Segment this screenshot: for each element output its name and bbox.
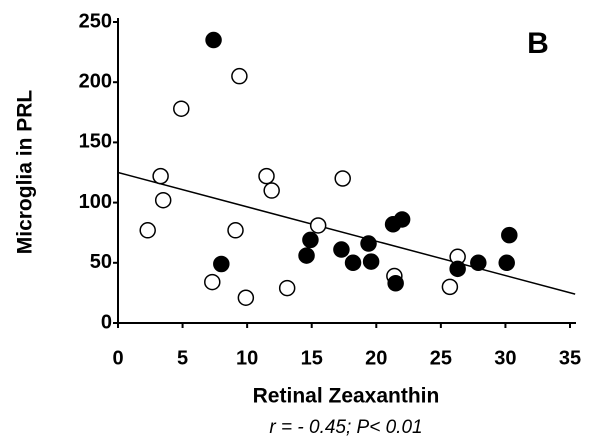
point [152, 167, 169, 185]
point [501, 226, 518, 244]
x-tick-label: 35 [559, 347, 581, 369]
x-tick-label: 25 [430, 347, 452, 369]
y-tick-label: 50 [90, 251, 112, 273]
point [302, 231, 319, 249]
point [449, 260, 466, 278]
point [441, 278, 459, 296]
fit-line [117, 171, 576, 295]
point [231, 67, 248, 85]
point [393, 211, 411, 228]
point [139, 222, 156, 239]
point [470, 254, 487, 272]
x-tick-label: 0 [112, 347, 123, 369]
y-axis-title: Microglia in PRL [14, 90, 37, 255]
point [309, 217, 327, 234]
y-tick-label: 150 [79, 131, 112, 153]
point [213, 255, 230, 273]
x-tick-label: 30 [494, 347, 516, 369]
point [278, 279, 296, 297]
point [387, 275, 404, 292]
point [362, 253, 380, 270]
x-tick-label: 10 [236, 347, 258, 369]
x-tick-label: 5 [177, 347, 188, 369]
point [498, 254, 515, 272]
point [360, 235, 377, 252]
panel-label: B [527, 27, 549, 60]
x-tick-label: 20 [365, 347, 387, 369]
point [263, 182, 280, 199]
point [333, 241, 350, 258]
point [205, 31, 222, 49]
point [298, 247, 315, 264]
subtitle: r = - 0.45; P< 0.01 [269, 417, 422, 438]
y-tick-label: 100 [79, 191, 112, 213]
point [227, 222, 244, 239]
point [173, 100, 190, 117]
y-tick-label: 250 [79, 10, 112, 32]
point [204, 273, 221, 291]
point [344, 254, 362, 272]
point [154, 191, 172, 209]
x-tick-label: 15 [301, 347, 323, 369]
y-tick-label: 200 [79, 70, 112, 92]
point [258, 167, 275, 185]
point [334, 170, 351, 187]
y-tick-label: 0 [101, 311, 112, 333]
point [237, 289, 255, 306]
x-axis-title: Retinal Zeaxanthin [253, 385, 440, 408]
